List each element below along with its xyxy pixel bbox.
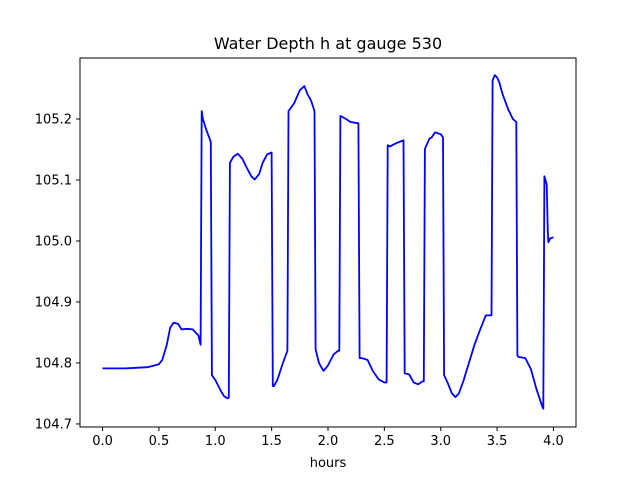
- x-axis-label: hours: [310, 456, 347, 471]
- x-axis: 0.0 0.5 1.0 1.5 2.0 2.5 3.0 3.5 4.0: [92, 427, 564, 449]
- x-tick-label: 1.0: [205, 434, 226, 449]
- x-tick-label: 0.5: [149, 434, 170, 449]
- series-line: [102, 74, 554, 410]
- chart-title: Water Depth h at gauge 530: [214, 34, 442, 53]
- x-tick-label: 2.5: [374, 434, 395, 449]
- y-tick-label: 105.0: [35, 234, 72, 249]
- x-tick-label: 0.0: [92, 434, 113, 449]
- x-tick-label: 3.0: [430, 434, 451, 449]
- y-tick-label: 105.2: [35, 112, 72, 127]
- x-tick-label: 1.5: [261, 434, 282, 449]
- y-tick-label: 104.7: [35, 417, 72, 432]
- y-axis: 104.7 104.8 104.9 105.0 105.1 105.2: [35, 112, 80, 432]
- y-tick-label: 105.1: [35, 173, 72, 188]
- y-tick-label: 104.8: [35, 356, 72, 371]
- x-tick-label: 2.0: [318, 434, 339, 449]
- plot-area: [79, 57, 577, 428]
- x-tick-label: 4.0: [543, 434, 564, 449]
- y-tick-label: 104.9: [35, 295, 72, 310]
- x-tick-label: 3.5: [487, 434, 508, 449]
